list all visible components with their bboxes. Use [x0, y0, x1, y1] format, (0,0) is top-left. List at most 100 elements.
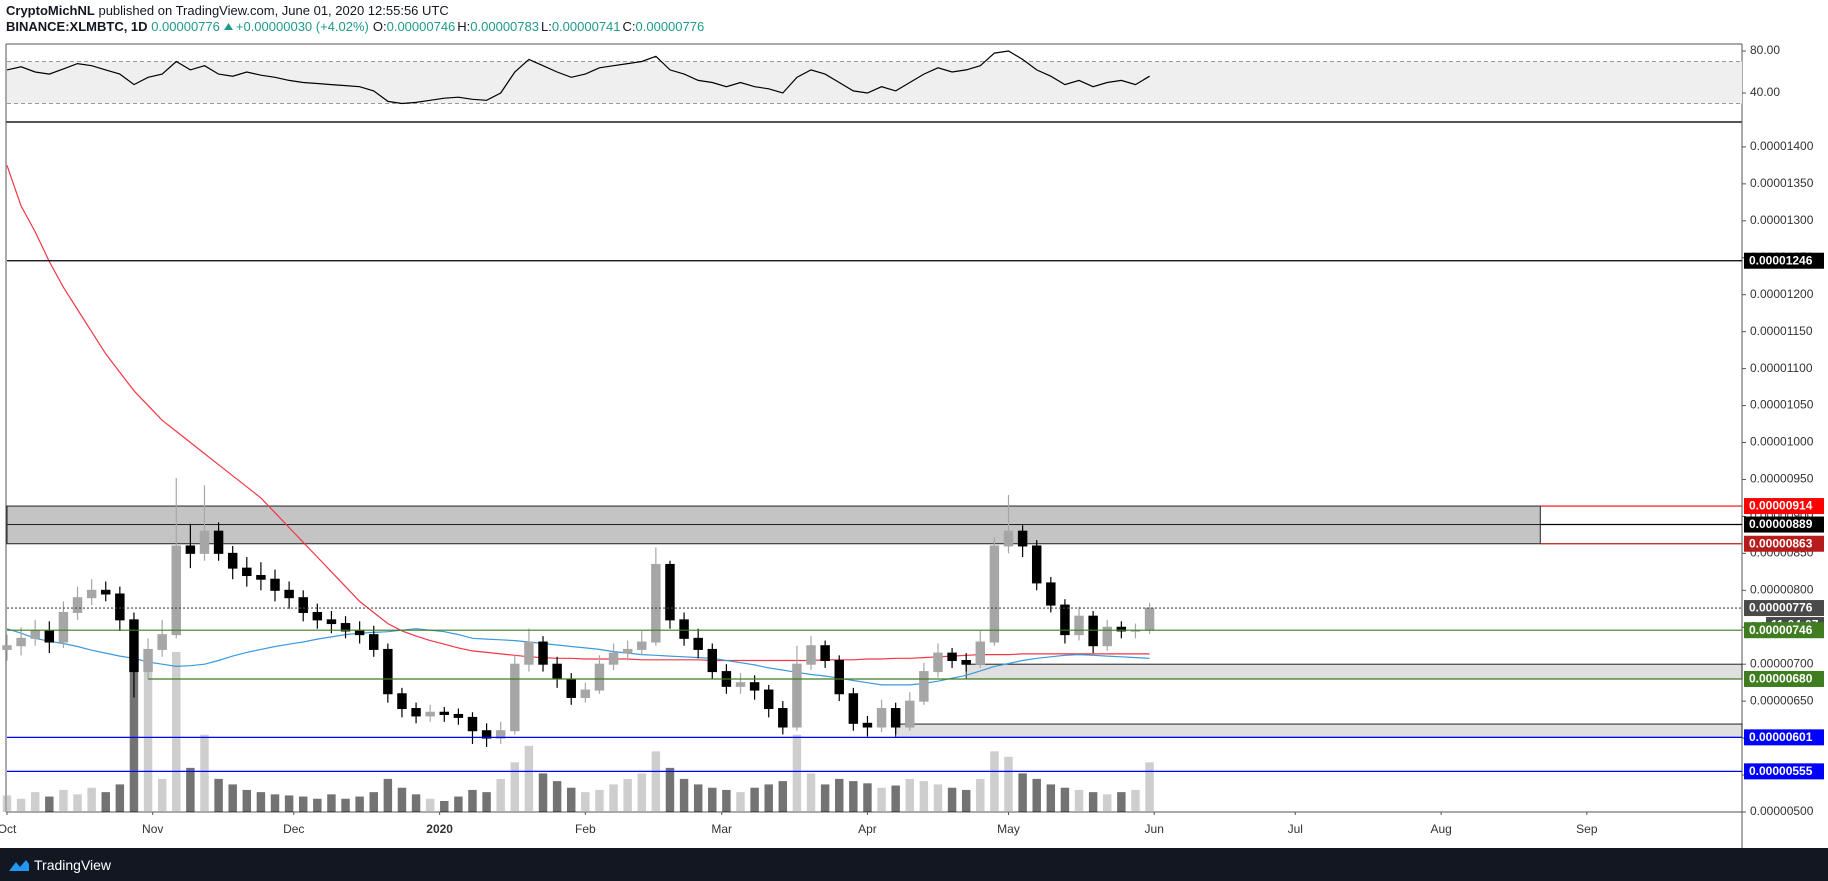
volume-bar: [115, 784, 125, 812]
volume-bar: [186, 767, 195, 812]
candle-body: [608, 652, 619, 665]
volume-bar: [1046, 784, 1056, 812]
candle-body: [806, 645, 816, 665]
moving-average: [6, 165, 1150, 662]
volume-bar: [736, 792, 745, 812]
candle-body: [284, 589, 294, 599]
volume-bar: [595, 789, 604, 812]
volume-bar: [778, 781, 788, 812]
volume-bar: [764, 784, 773, 812]
volume-bar: [933, 784, 943, 812]
candle-body: [354, 630, 365, 636]
candle-body: [227, 552, 238, 569]
candle-body: [270, 578, 280, 591]
volume-bar: [200, 734, 209, 812]
candle-body: [369, 634, 379, 650]
candle-body: [552, 663, 562, 680]
level-label-box: [1744, 498, 1824, 515]
level-label-box: [1744, 516, 1824, 533]
last-price: 0.00000776: [151, 19, 220, 34]
y-tick-label: 0.00000950: [1750, 472, 1814, 486]
x-tick-label: Nov: [142, 822, 163, 836]
volume-bar: [835, 778, 844, 812]
volume-bar: [1032, 778, 1041, 812]
volume-bar: [1103, 794, 1112, 812]
candle-body: [143, 648, 153, 673]
volume-bar: [228, 784, 237, 812]
volume-bar: [665, 767, 675, 812]
volume-bar: [891, 785, 900, 812]
x-tick-label: Mar: [711, 822, 732, 836]
x-tick-label: Oct: [0, 822, 17, 836]
y-tick-label: 0.00000650: [1750, 693, 1814, 707]
y-tick-label: 0.00000800: [1750, 582, 1814, 596]
y-tick-label: 0.00001000: [1750, 435, 1814, 449]
volume-bar: [214, 778, 223, 812]
volume-bar: [30, 792, 40, 812]
candle-body: [665, 563, 675, 621]
rsi-tick-label: 80.00: [1750, 43, 1780, 57]
ohlc-value: 0.00000746: [386, 19, 456, 34]
ohlc-key: C:: [622, 19, 636, 34]
level-label: 0.00000914: [1749, 499, 1813, 513]
candle-body: [1116, 626, 1127, 632]
candle-body: [919, 671, 929, 702]
volume-bar: [411, 794, 421, 812]
header-line: CryptoMichNL published on TradingView.co…: [6, 3, 706, 19]
volume-bar: [313, 798, 322, 812]
volume-bar: [355, 796, 364, 812]
candle-body: [16, 637, 26, 647]
volume-bar: [1131, 789, 1140, 812]
volume-bar: [101, 792, 110, 812]
level-label: 0.00000776: [1749, 601, 1813, 615]
footer-brand: TradingView: [34, 857, 112, 873]
candle-body: [890, 708, 901, 728]
level-label-box: [1744, 600, 1824, 617]
volume-bar: [327, 794, 336, 812]
y-tick-label: 0.00001350: [1750, 176, 1814, 190]
candle-body: [961, 660, 971, 665]
level-label: 0.00000555: [1749, 764, 1813, 778]
level-label-box: [1744, 729, 1824, 746]
level-label: 0.00000601: [1749, 730, 1813, 744]
candle-body: [44, 630, 55, 643]
candle-body: [1102, 626, 1112, 647]
candle-body: [213, 530, 224, 554]
volume-bar: [496, 778, 505, 812]
candle-body: [947, 652, 957, 662]
volume-bar: [369, 792, 378, 812]
candle-body: [425, 711, 435, 717]
volume-bar: [1145, 762, 1154, 812]
candle-body: [905, 700, 915, 728]
candle-body: [340, 623, 351, 632]
candle-body: [693, 637, 703, 650]
candle-body: [129, 619, 139, 673]
candle-body: [58, 611, 69, 643]
published: published on TradingView.com, June 01, 2…: [98, 3, 449, 18]
level-label: 0.00001246: [1749, 253, 1813, 267]
y-tick-label: 0.00001150: [1750, 324, 1813, 338]
zone: [895, 723, 1743, 738]
volume-bar: [172, 652, 181, 812]
ohlc-value: 0.00000776: [635, 19, 705, 34]
volume-bar: [341, 798, 350, 812]
candle-body: [1144, 607, 1155, 631]
zone: [6, 524, 1541, 545]
y-tick-label: 0.00001100: [1750, 361, 1813, 375]
volume-bar: [143, 657, 153, 812]
candle-body: [72, 597, 83, 613]
y-tick-label: 0.00000700: [1750, 656, 1814, 670]
candle-body: [580, 689, 591, 698]
candle-body: [1031, 545, 1042, 584]
volume-bar: [73, 794, 82, 812]
candle-body: [1074, 615, 1084, 636]
volume-bar: [877, 787, 886, 812]
candle-body: [707, 648, 718, 673]
candle-body: [622, 648, 633, 654]
volume-bar: [679, 778, 689, 812]
volume-bar: [552, 781, 562, 812]
candle-body: [101, 589, 111, 595]
candle-body: [735, 682, 746, 687]
x-tick-label: Jun: [1145, 822, 1164, 836]
